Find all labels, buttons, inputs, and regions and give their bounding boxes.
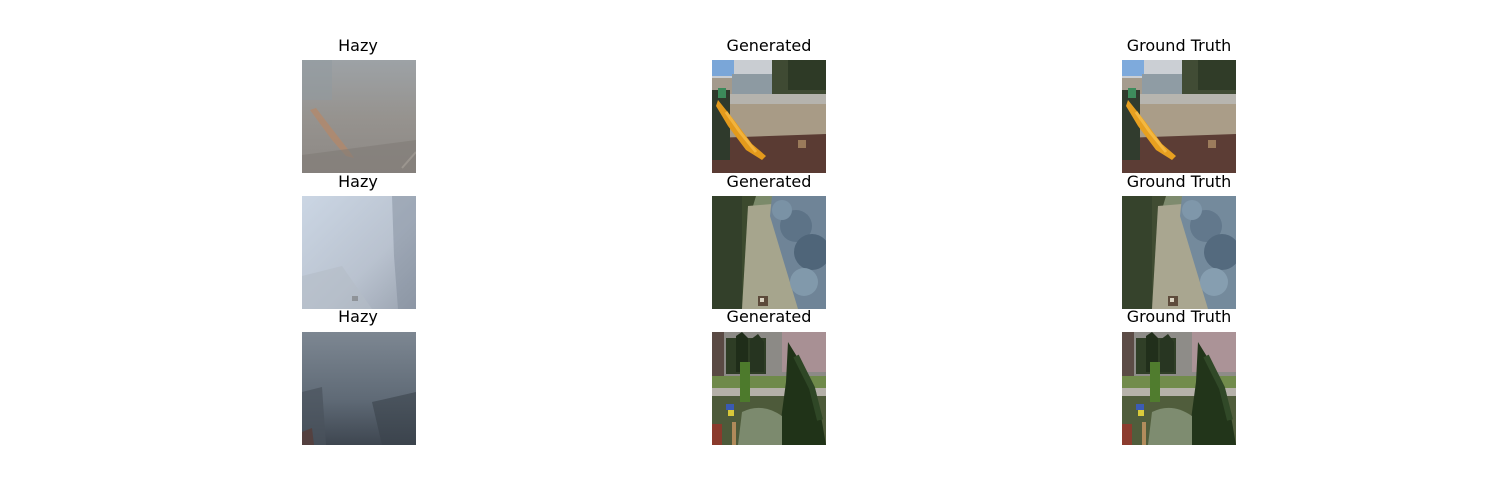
- generated-image-row2: [712, 196, 826, 309]
- generated-title-row3: Generated: [726, 307, 812, 326]
- generated-image-row3: [712, 332, 826, 445]
- truth-title-row1: Ground Truth: [1126, 36, 1232, 55]
- hazy-title-row2: Hazy: [338, 172, 378, 191]
- hazy-image-row3: [302, 332, 416, 445]
- hazy-image-row2: [302, 196, 416, 309]
- hazy-title-row3: Hazy: [338, 307, 378, 326]
- truth-title-row2: Ground Truth: [1126, 172, 1232, 191]
- truth-image-row1: [1122, 60, 1236, 173]
- generated-image-row1: [712, 60, 826, 173]
- truth-title-row3: Ground Truth: [1126, 307, 1232, 326]
- generated-title-row1: Generated: [726, 36, 812, 55]
- hazy-title-row1: Hazy: [338, 36, 378, 55]
- hazy-image-row1: [302, 60, 416, 173]
- truth-image-row2: [1122, 196, 1236, 309]
- truth-image-row3: [1122, 332, 1236, 445]
- generated-title-row2: Generated: [726, 172, 812, 191]
